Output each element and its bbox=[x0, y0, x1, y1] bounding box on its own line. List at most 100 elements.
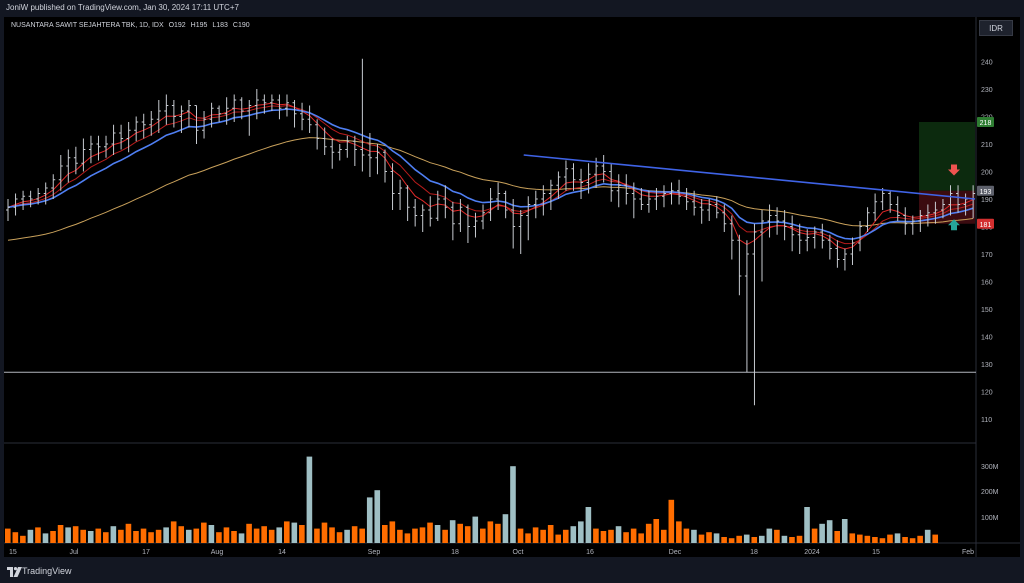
volume-bar bbox=[464, 526, 471, 543]
time-tick-label: Jul bbox=[70, 549, 79, 556]
volume-bar bbox=[841, 519, 848, 543]
resistance-trendline bbox=[523, 154, 976, 200]
tradingview-brand: TradingView bbox=[22, 566, 72, 576]
time-tick-label: Dec bbox=[669, 549, 682, 556]
volume-bar bbox=[382, 525, 388, 543]
time-tick-label: 17 bbox=[142, 549, 150, 556]
volume-bar bbox=[585, 507, 592, 543]
volume-bar bbox=[42, 533, 49, 543]
price-tick-label: 170 bbox=[981, 252, 993, 259]
tradingview-logo-icon bbox=[7, 567, 22, 577]
volume-bar bbox=[887, 534, 893, 543]
price-tick-label: 160 bbox=[981, 280, 993, 287]
close-label: C bbox=[232, 22, 238, 29]
volume-bar bbox=[449, 520, 456, 543]
volume-bar bbox=[246, 523, 252, 543]
volume-bar bbox=[223, 527, 230, 543]
time-tick-label: Aug bbox=[211, 549, 224, 556]
volume-bar bbox=[743, 534, 750, 543]
currency-button[interactable]: IDR bbox=[979, 20, 1013, 36]
volume-bar bbox=[351, 526, 358, 543]
volume-bar bbox=[133, 531, 139, 543]
current-price-label: 193 bbox=[980, 189, 992, 196]
volume-bar bbox=[283, 521, 290, 543]
volume-bar bbox=[178, 526, 185, 543]
price-tick-label: 140 bbox=[981, 335, 993, 342]
price-tick-label: 120 bbox=[981, 390, 993, 397]
volume-bar bbox=[419, 527, 426, 543]
volume-bar bbox=[736, 535, 742, 543]
close-value: 190 bbox=[237, 22, 250, 29]
volume-bar bbox=[480, 528, 486, 543]
volume-bar bbox=[562, 529, 569, 543]
volume-bar bbox=[540, 529, 546, 543]
low-label: L bbox=[212, 22, 217, 29]
buy-arrow-icon bbox=[948, 219, 960, 231]
volume-bar bbox=[872, 537, 878, 543]
volume-bar bbox=[615, 526, 622, 543]
volume-bar bbox=[397, 529, 403, 543]
time-tick-label: 2024 bbox=[804, 549, 820, 556]
volume-bar bbox=[645, 523, 652, 543]
volume-bar bbox=[600, 531, 607, 543]
volume-bar bbox=[321, 522, 328, 543]
price-tick-label: 150 bbox=[981, 307, 993, 314]
volume-bar bbox=[608, 529, 614, 543]
volume-bar bbox=[95, 528, 102, 543]
volume-bar bbox=[932, 534, 939, 543]
price-tick-label: 190 bbox=[981, 197, 993, 204]
high-label: H bbox=[190, 22, 196, 29]
volume-bar bbox=[525, 533, 531, 543]
volume-bar bbox=[201, 522, 207, 543]
volume-bar bbox=[555, 534, 562, 543]
open-label: O bbox=[168, 22, 175, 29]
volume-bar bbox=[253, 528, 260, 543]
volume-bar bbox=[50, 531, 56, 543]
volume-bar bbox=[638, 533, 644, 543]
price-tick-label: 240 bbox=[981, 60, 993, 67]
volume-bar bbox=[909, 538, 916, 543]
volume-bar bbox=[412, 528, 418, 543]
volume-bar bbox=[5, 528, 11, 543]
volume-bar bbox=[87, 531, 94, 543]
volume-bar bbox=[231, 531, 237, 543]
volume-bar bbox=[849, 533, 856, 543]
volume-bar bbox=[374, 490, 381, 543]
ma-red-fast-line bbox=[7, 102, 974, 250]
time-tick-label: 16 bbox=[586, 549, 594, 556]
volume-bar bbox=[487, 521, 494, 543]
bottom-bar bbox=[0, 563, 1024, 583]
price-tick-label: 110 bbox=[981, 417, 992, 424]
price-tick-label: 200 bbox=[981, 170, 993, 177]
volume-bar bbox=[35, 527, 41, 543]
volume-bar bbox=[517, 528, 524, 543]
volume-bar bbox=[314, 528, 320, 543]
volume-bar bbox=[751, 537, 758, 543]
volume-bar bbox=[329, 527, 335, 543]
low-value: 183 bbox=[216, 22, 228, 29]
volume-bar bbox=[118, 529, 124, 543]
ma-red-slow-line bbox=[7, 105, 974, 245]
volume-bar bbox=[623, 532, 629, 543]
volume-bar bbox=[826, 520, 833, 543]
volume-bar bbox=[336, 532, 343, 543]
volume-bar bbox=[691, 529, 697, 543]
volume-tick-label: 300M bbox=[981, 464, 999, 471]
volume-bar bbox=[291, 522, 298, 543]
volume-bar bbox=[547, 525, 554, 543]
symbol-legend: NUSANTARA SAWIT SEJAHTERA TBK, 1D, IDX O… bbox=[11, 22, 250, 29]
price-tick-label: 230 bbox=[981, 87, 993, 94]
symbol-name: NUSANTARA SAWIT SEJAHTERA TBK, 1D, IDX bbox=[11, 22, 164, 29]
volume-bar bbox=[766, 528, 773, 543]
volume-bar bbox=[427, 522, 433, 543]
volume-bar bbox=[299, 525, 305, 543]
volume-bar bbox=[781, 535, 788, 543]
volume-bar bbox=[495, 523, 501, 543]
volume-bar bbox=[917, 535, 923, 543]
volume-bar bbox=[660, 529, 667, 543]
volume-bar bbox=[359, 528, 365, 543]
volume-bar bbox=[155, 529, 162, 543]
volume-bar bbox=[276, 527, 283, 543]
volume-bar bbox=[306, 456, 313, 543]
